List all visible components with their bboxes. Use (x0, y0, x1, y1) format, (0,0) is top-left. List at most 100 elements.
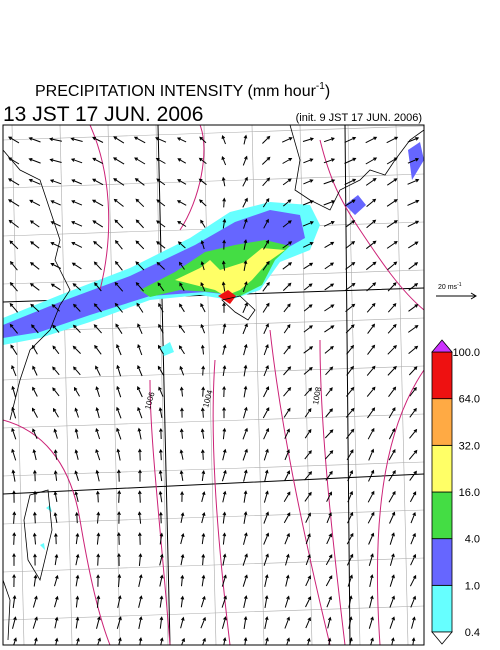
wind-arrow (303, 366, 313, 375)
wind-arrow (180, 532, 185, 545)
wind-arrow (54, 616, 59, 629)
wind-arrow (262, 135, 271, 144)
wind-arrow (366, 302, 376, 313)
wind-arrow (325, 470, 333, 481)
precip-red (218, 290, 236, 304)
grid-line (59, 125, 73, 645)
wind-arrow (32, 511, 37, 524)
wind-arrow (117, 490, 122, 503)
wind-arrow (409, 428, 418, 439)
wind-arrow (325, 387, 333, 397)
wind-arrow (158, 490, 163, 503)
wind-arrow (222, 448, 227, 461)
wind-arrow (283, 303, 291, 313)
wind-arrow (409, 470, 417, 481)
wind-arrow (28, 137, 41, 143)
wind-arrow (243, 260, 248, 271)
wind-arrow (283, 386, 292, 397)
wind-arrow (201, 574, 206, 587)
wind-arrow (326, 491, 332, 502)
wind-arrow (304, 408, 312, 418)
wind-arrow (242, 448, 248, 461)
wind-arrow (54, 532, 58, 545)
wind-arrow (410, 532, 416, 545)
wind-arrow (368, 448, 375, 461)
wind-arrow (53, 428, 58, 439)
wind-arrow (32, 386, 38, 397)
wind-arrow (243, 385, 248, 398)
wind-arrow (93, 303, 102, 313)
wind-arrow (284, 470, 290, 482)
wind-arrow (346, 344, 355, 355)
wind-arrow (158, 407, 163, 418)
title: PRECIPITATION INTENSITY (mm hour-1) (35, 81, 330, 100)
wind-arrow (346, 428, 355, 439)
wind-arrow (281, 137, 293, 143)
wind-arrow (28, 178, 41, 185)
wind-arrow (263, 490, 269, 503)
wind-arrow (325, 554, 333, 566)
precip-blue (3, 210, 305, 338)
wind-arrow (284, 616, 290, 629)
wind-arrow (12, 490, 16, 503)
wind-arrow (387, 282, 397, 292)
wind-arrow (54, 574, 59, 587)
coastline (289, 125, 424, 211)
wind-arrow (408, 345, 419, 354)
wind-arrow (323, 200, 336, 206)
wind-arrow (138, 469, 142, 482)
colorbar-segment (431, 538, 453, 586)
wind-arrow (95, 386, 100, 398)
wind-arrow (49, 137, 62, 142)
wind-arrow (222, 218, 227, 229)
wind-arrow (264, 616, 269, 629)
wind-arrow (33, 574, 38, 587)
wind-arrow (286, 637, 290, 645)
wind-arrow (50, 221, 61, 227)
wind-arrow (284, 532, 290, 545)
wind-arrow (305, 512, 311, 523)
wind-arrow (324, 283, 335, 291)
wind-arrow (264, 595, 269, 608)
grid-line (3, 605, 424, 621)
wind-arrow (409, 386, 417, 397)
wind-arrow (327, 616, 332, 629)
wind-arrow (345, 240, 356, 249)
wind-arrow (411, 616, 416, 629)
wind-arrow (158, 323, 164, 334)
wind-arrow (264, 469, 269, 482)
wind-arrow (8, 219, 19, 228)
wind-arrow (262, 302, 270, 313)
wind-arrow (303, 262, 314, 270)
coastline (3, 579, 11, 641)
wind-arrow (159, 511, 163, 524)
wind-arrow (345, 261, 356, 270)
wind-arrow (159, 574, 164, 587)
wind-arrow (366, 365, 376, 376)
wind-arrow (134, 178, 145, 186)
wind-arrow (33, 490, 37, 503)
wind-arrow (410, 595, 417, 608)
reference-label: 20 ms-1 (438, 282, 462, 291)
colorbar-label: 1.0 (465, 580, 480, 592)
grid-line (3, 317, 424, 333)
wind-arrow (303, 304, 313, 312)
wind-arrow (71, 262, 82, 270)
wind-arrow (345, 282, 356, 291)
colorbar-label: 32.0 (459, 440, 480, 452)
wind-arrow (243, 406, 248, 419)
wind-arrow (116, 427, 122, 440)
wind-arrow (222, 365, 227, 376)
wind-arrow (283, 324, 291, 334)
wind-arrow (138, 616, 143, 629)
wind-arrow (346, 449, 354, 461)
wind-arrow (138, 553, 143, 566)
wind-arrow (409, 491, 417, 503)
wind-arrow (306, 637, 311, 645)
wind-arrow (367, 344, 376, 355)
wind-arrow (116, 469, 121, 482)
wind-arrow (54, 595, 59, 608)
wind-arrow (113, 198, 124, 207)
wind-arrow (365, 157, 378, 165)
wind-arrow (324, 325, 335, 333)
